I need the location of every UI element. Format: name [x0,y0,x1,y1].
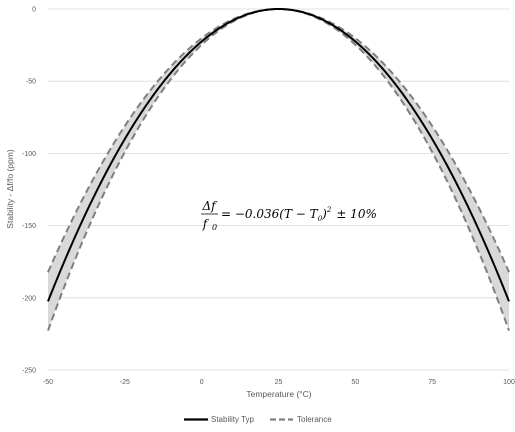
series [47,7,510,331]
y-axis-ticks: 0 -50 -100 -150 -200 -250 [22,7,36,375]
formula-rhs-exponent: 2 [326,206,332,214]
formula-rhs-minus: − [292,207,310,221]
svg-text:= −0.036(T − T0)2± 10%: = −0.036(T − T0)2 ± 10% [221,206,377,223]
x-tick-label: 50 [351,379,359,386]
y-tick-label: -50 [26,79,36,86]
legend: Stability Typ Tolerance [184,415,332,424]
x-tick-label: 0 [200,379,204,386]
formula-numerator: Δf [201,199,218,213]
y-tick-label: -150 [22,223,36,230]
formula-denominator-subscript: 0 [212,223,217,232]
legend-label-tolerance: Tolerance [297,415,332,424]
y-tick-label: -250 [22,368,36,375]
y-tick-label: -200 [22,295,36,302]
formula-annotation: Δf f 0 = −0.036(T − T0)2 ± 10% [201,199,377,232]
formula-rhs-t: T [284,207,293,221]
x-axis-ticks: -50 -25 0 25 50 75 100 [43,379,515,386]
x-tick-label: 25 [275,379,283,386]
tolerance-band [48,9,509,331]
y-axis-title: Stability - Δf/fo (ppm) [5,149,15,229]
series-tolerance-lower [47,7,510,331]
series-stability-typ [47,7,510,302]
y-tick-label: -100 [22,151,36,158]
x-tick-label: -25 [120,379,130,386]
x-axis-title: Temperature (°C) [246,389,311,399]
formula-rhs-close: ) [321,207,327,221]
tolerance-band-fill [48,9,509,331]
formula-rhs-t0-subscript: 0 [318,215,323,223]
grid [48,8,509,371]
legend-label-stability-typ: Stability Typ [211,415,255,424]
formula-rhs-prefix: = −0.036( [221,207,284,221]
x-tick-label: 100 [503,379,515,386]
y-tick-label: 0 [32,7,36,14]
x-tick-label: -50 [43,379,53,386]
formula-denominator: f [202,217,210,231]
formula-rhs-t0: T [310,207,319,221]
x-tick-label: 75 [428,379,436,386]
formula-rhs-tolerance: ± 10% [336,207,377,221]
